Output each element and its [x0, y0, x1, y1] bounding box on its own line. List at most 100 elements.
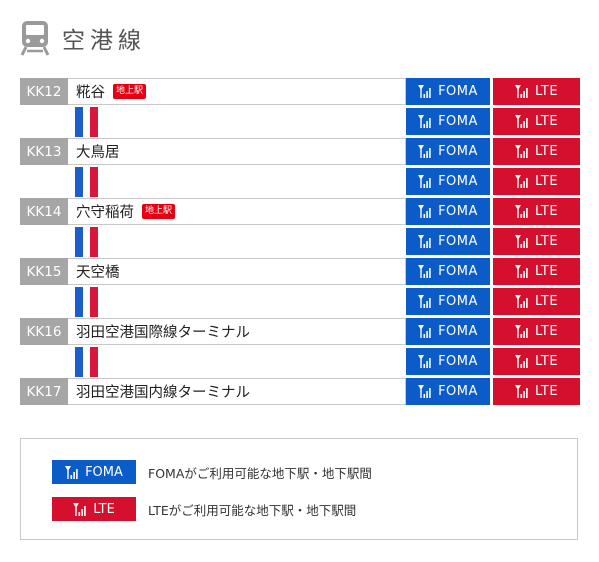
lte-label: LTE [534, 234, 559, 249]
station-row: KK15 天空橋 FOMA LTE [20, 257, 580, 287]
legend-item-lte: LTE LTEがご利用可能な地下駅・地下駅間 [52, 497, 356, 521]
segment-foma-badge: FOMA [406, 288, 490, 315]
antenna-signal-icon [514, 355, 535, 368]
lte-label: LTE [534, 354, 559, 369]
foma-label: FOMA [438, 174, 478, 189]
lte-label: LTE [534, 144, 559, 159]
station-name-text: 天空橋 [76, 265, 120, 281]
antenna-signal-icon [418, 355, 438, 368]
antenna-signal-icon [514, 175, 535, 188]
red-line [90, 107, 98, 137]
lte-label: LTE [534, 174, 559, 189]
antenna-signal-icon [514, 205, 535, 218]
line-stripes [75, 167, 105, 197]
train-icon [20, 20, 50, 56]
station-bar [20, 258, 406, 285]
antenna-signal-icon [418, 265, 438, 278]
antenna-signal-icon [514, 115, 535, 128]
station-code: KK16 [20, 318, 68, 345]
blue-line [75, 107, 83, 137]
segment-lte-badge: LTE [493, 108, 580, 135]
antenna-signal-icon [418, 205, 438, 218]
foma-label: FOMA [438, 384, 478, 399]
legend-item-foma: FOMA FOMAがご利用可能な地下駅・地下駅間 [52, 460, 372, 484]
station-name-text: 羽田空港国際線ターミナル [76, 325, 250, 341]
antenna-signal-icon [514, 145, 535, 158]
station-name: 羽田空港国際線ターミナル [76, 318, 250, 345]
blue-line [75, 167, 83, 197]
station-lte-badge: LTE [493, 258, 580, 285]
station-name-text: 羽田空港国内線ターミナル [76, 385, 250, 401]
segment-row: FOMA LTE [20, 227, 580, 257]
antenna-signal-icon [73, 502, 93, 516]
station-name-text: 穴守稲荷 [76, 205, 134, 221]
legend-foma-description: FOMAがご利用可能な地下駅・地下駅間 [148, 465, 372, 481]
station-code: KK15 [20, 258, 68, 285]
line-stripes [75, 107, 105, 137]
foma-label: FOMA [438, 114, 478, 129]
antenna-signal-icon [418, 325, 438, 338]
station-bar [20, 138, 406, 165]
foma-label: FOMA [438, 204, 478, 219]
lte-label: LTE [534, 84, 559, 99]
antenna-signal-icon [514, 265, 535, 278]
station-name: 羽田空港国内線ターミナル [76, 378, 250, 405]
lte-label: LTE [534, 204, 559, 219]
station-code: KK13 [20, 138, 68, 165]
foma-label: FOMA [438, 324, 478, 339]
station-code: KK14 [20, 198, 68, 225]
above-ground-tag: 地上駅 [142, 204, 176, 219]
antenna-signal-icon [418, 85, 438, 98]
legend-foma-badge: FOMA [52, 460, 136, 484]
station-name: 天空橋 [76, 258, 120, 285]
antenna-signal-icon [418, 115, 438, 128]
foma-label: FOMA [438, 264, 478, 279]
blue-line [75, 287, 83, 317]
red-line [90, 227, 98, 257]
lte-label: LTE [534, 384, 559, 399]
station-foma-badge: FOMA [406, 198, 490, 225]
station-lte-badge: LTE [493, 198, 580, 225]
lte-label: LTE [534, 264, 559, 279]
segment-lte-badge: LTE [493, 168, 580, 195]
station-code: KK17 [20, 378, 68, 405]
antenna-signal-icon [514, 235, 535, 248]
foma-label: FOMA [438, 354, 478, 369]
station-lte-badge: LTE [493, 378, 580, 405]
red-line [90, 167, 98, 197]
station-name: 穴守稲荷 地上駅 [76, 198, 176, 225]
red-line [90, 347, 98, 377]
station-list: KK12 糀谷 地上駅 FOMA LTE FOMA LTE KK13 大鳥居 FOMA LTE FOM… [20, 77, 580, 407]
station-code: KK12 [20, 78, 68, 105]
segment-row: FOMA LTE [20, 287, 580, 317]
antenna-signal-icon [514, 385, 535, 398]
segment-foma-badge: FOMA [406, 228, 490, 255]
legend-box: FOMA FOMAがご利用可能な地下駅・地下駅間 LTE LTEがご利用可能な地… [20, 438, 578, 540]
station-foma-badge: FOMA [406, 138, 490, 165]
station-lte-badge: LTE [493, 138, 580, 165]
antenna-signal-icon [418, 295, 438, 308]
station-row: KK13 大鳥居 FOMA LTE [20, 137, 580, 167]
station-bar [20, 318, 406, 345]
station-row: KK17 羽田空港国内線ターミナル FOMA LTE [20, 377, 580, 407]
segment-row: FOMA LTE [20, 347, 580, 377]
foma-label: FOMA [438, 234, 478, 249]
segment-foma-badge: FOMA [406, 168, 490, 195]
segment-row: FOMA LTE [20, 107, 580, 137]
segment-lte-badge: LTE [493, 348, 580, 375]
page-header: 空港線 [20, 18, 146, 58]
station-foma-badge: FOMA [406, 318, 490, 345]
station-foma-badge: FOMA [406, 258, 490, 285]
segment-foma-badge: FOMA [406, 348, 490, 375]
line-stripes [75, 347, 105, 377]
foma-label: FOMA [438, 84, 478, 99]
legend-foma-label: FOMA [85, 464, 123, 480]
legend-lte-description: LTEがご利用可能な地下駅・地下駅間 [148, 502, 357, 518]
station-row: KK12 糀谷 地上駅 FOMA LTE [20, 77, 580, 107]
antenna-signal-icon [418, 145, 438, 158]
station-foma-badge: FOMA [406, 78, 490, 105]
antenna-signal-icon [418, 385, 438, 398]
station-name-text: 糀谷 [76, 85, 105, 101]
blue-line [75, 347, 83, 377]
lte-label: LTE [534, 294, 559, 309]
